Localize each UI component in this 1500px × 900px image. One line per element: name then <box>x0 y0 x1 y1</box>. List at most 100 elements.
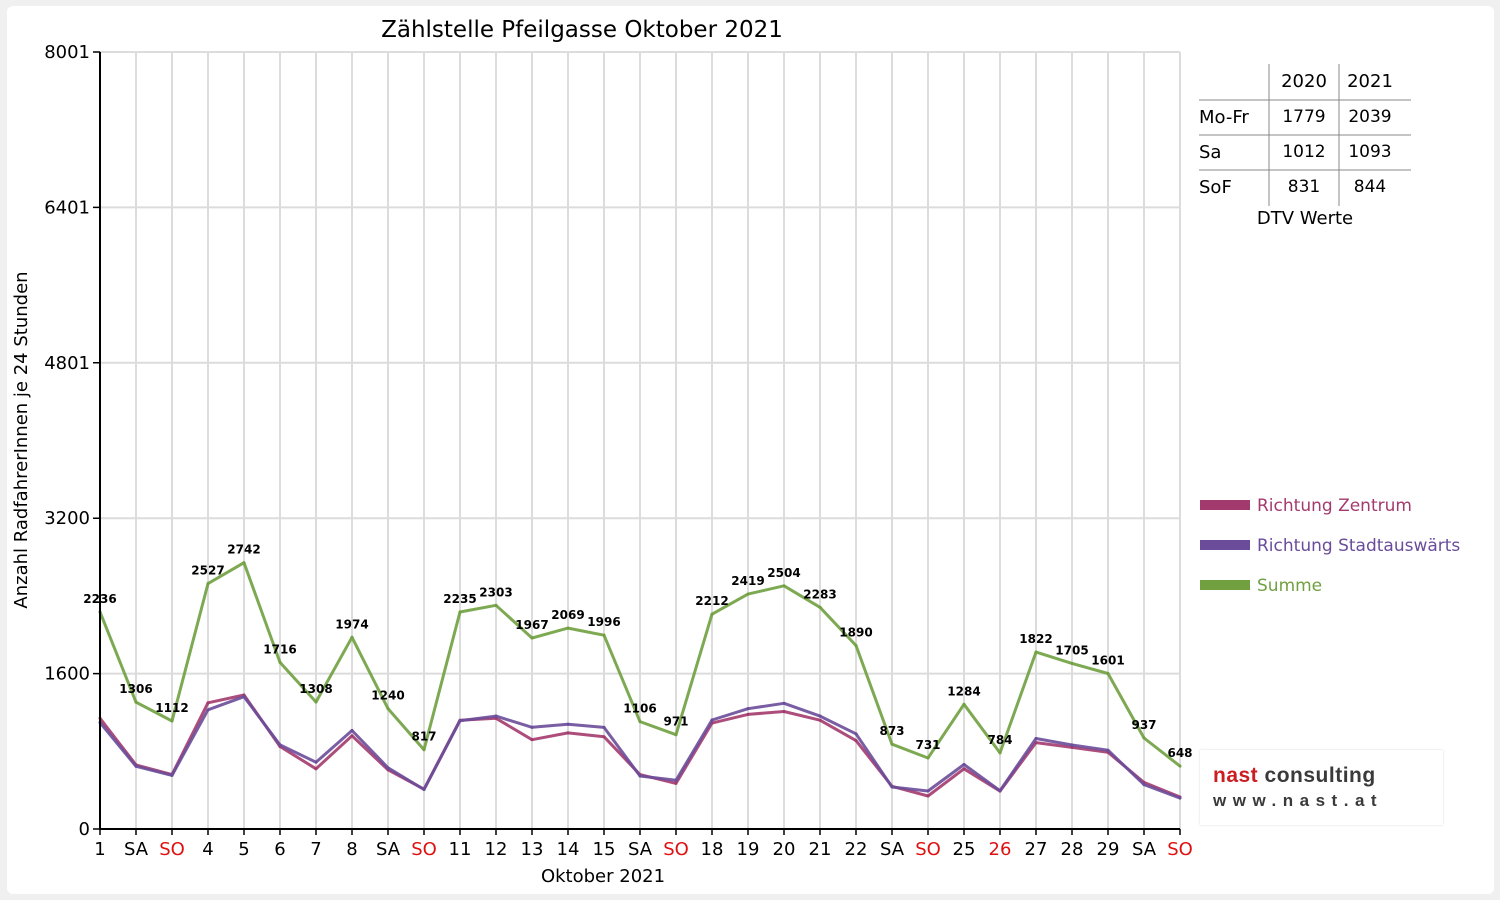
x-tick-label: 8 <box>346 839 357 860</box>
data-label: 2303 <box>479 585 512 599</box>
data-label: 1106 <box>623 702 656 716</box>
data-point-summe <box>530 636 534 640</box>
chart-panel <box>7 6 1494 894</box>
data-point-summe <box>926 756 930 760</box>
data-point-summe <box>494 603 498 607</box>
x-tick-label: SO <box>915 839 941 860</box>
data-point-summe <box>566 626 570 630</box>
y-axis-label: Anzahl RadfahrerInnen je 24 Stunden <box>11 271 32 608</box>
y-tick-label: 1600 <box>44 664 90 685</box>
legend-swatch <box>1200 580 1250 590</box>
x-tick-label: SA <box>376 839 401 860</box>
data-point-richtung-stadtausw-rts <box>566 722 570 726</box>
data-point-summe <box>602 633 606 637</box>
data-label: 1996 <box>587 615 620 629</box>
dtv-row-sof: SoF 831 844 <box>1199 170 1411 205</box>
nast-consulting-logo: nast consulting www.nast.at <box>1200 750 1443 825</box>
y-tick-label: 3200 <box>44 508 90 529</box>
data-label: 937 <box>1131 718 1156 732</box>
x-tick-label: 19 <box>737 839 760 860</box>
data-point-summe <box>278 660 282 664</box>
data-point-summe <box>638 720 642 724</box>
logo-brand-consulting: consulting <box>1258 764 1376 787</box>
legend: Richtung Zentrum Richtung Stadtauswärts Su… <box>1200 496 1460 596</box>
x-tick-label: SA <box>880 839 905 860</box>
data-point-richtung-stadtausw-rts <box>638 774 642 778</box>
dtv-caption: DTV Werte <box>1256 208 1354 229</box>
dtv-row-label: Mo-Fr <box>1199 107 1249 128</box>
y-tick-label: 8001 <box>44 42 90 63</box>
data-point-summe <box>746 592 750 596</box>
data-point-richtung-stadtausw-rts <box>602 725 606 729</box>
data-point-summe <box>350 635 354 639</box>
data-point-richtung-stadtausw-rts <box>314 760 318 764</box>
dtv-header-empty <box>1199 64 1269 99</box>
data-label: 817 <box>411 730 436 744</box>
dtv-header-row: 2020 2021 <box>1199 64 1411 99</box>
data-point-summe <box>674 733 678 737</box>
data-label: 2527 <box>191 564 224 578</box>
data-label: 2419 <box>731 574 764 588</box>
data-point-richtung-stadtausw-rts <box>998 789 1002 793</box>
data-label: 2236 <box>83 592 116 606</box>
data-point-summe <box>314 700 318 704</box>
data-label: 2504 <box>767 566 800 580</box>
x-tick-label: 13 <box>521 839 544 860</box>
data-point-richtung-stadtausw-rts <box>350 729 354 733</box>
data-point-summe <box>890 742 894 746</box>
x-tick-label: SA <box>124 839 149 860</box>
data-point-summe <box>1178 764 1182 768</box>
data-label: 1890 <box>839 625 872 639</box>
dtv-header-2021: 2021 <box>1347 71 1393 92</box>
data-label: 2069 <box>551 608 584 622</box>
data-point-richtung-zentrum <box>926 794 930 798</box>
data-point-richtung-zentrum <box>314 767 318 771</box>
x-tick-label: 28 <box>1061 839 1084 860</box>
x-tick-label: 6 <box>274 839 285 860</box>
dtv-header-2020: 2020 <box>1281 71 1327 92</box>
logo-brand: nast consulting <box>1213 764 1376 788</box>
legend-label: Richtung Stadtauswärts <box>1257 536 1460 556</box>
data-point-richtung-zentrum <box>1070 745 1074 749</box>
data-point-summe <box>242 561 246 565</box>
data-point-richtung-zentrum <box>602 735 606 739</box>
data-point-richtung-zentrum <box>746 712 750 716</box>
y-tick-label: 4801 <box>44 353 90 374</box>
data-point-summe <box>134 700 138 704</box>
y-tick-label: 6401 <box>44 197 90 218</box>
data-point-richtung-zentrum <box>818 718 822 722</box>
data-point-richtung-zentrum <box>782 709 786 713</box>
data-point-summe <box>854 643 858 647</box>
x-tick-label: SO <box>159 839 185 860</box>
data-point-summe <box>170 719 174 723</box>
dtv-value-2020: 1012 <box>1282 142 1326 162</box>
x-tick-label: 15 <box>593 839 616 860</box>
data-point-richtung-zentrum <box>962 767 966 771</box>
data-point-richtung-stadtausw-rts <box>818 714 822 718</box>
dtv-table-gridlines <box>1199 64 1411 206</box>
data-point-richtung-stadtausw-rts <box>1070 743 1074 747</box>
data-point-richtung-zentrum <box>206 701 210 705</box>
series-lines <box>98 561 1182 800</box>
x-tick-label: 22 <box>845 839 868 860</box>
data-point-summe <box>962 702 966 706</box>
data-point-richtung-stadtausw-rts <box>494 714 498 718</box>
y-tick-label: 0 <box>79 819 90 840</box>
data-point-richtung-stadtausw-rts <box>1034 736 1038 740</box>
data-label: 784 <box>987 733 1012 747</box>
data-point-richtung-stadtausw-rts <box>1142 783 1146 787</box>
dtv-row-mofr: Mo-Fr 1779 2039 <box>1199 100 1411 135</box>
x-axis-label: Oktober 2021 <box>541 866 665 887</box>
legend-label: Summe <box>1257 576 1322 596</box>
data-point-richtung-stadtausw-rts <box>530 725 534 729</box>
data-label: 731 <box>915 738 940 752</box>
data-point-richtung-stadtausw-rts <box>458 719 462 723</box>
x-tick-label: 27 <box>1025 839 1048 860</box>
x-tick-label: SO <box>1167 839 1193 860</box>
dtv-value-2020: 831 <box>1287 177 1321 197</box>
x-tick-label: 26 <box>989 839 1012 860</box>
data-point-summe <box>458 610 462 614</box>
